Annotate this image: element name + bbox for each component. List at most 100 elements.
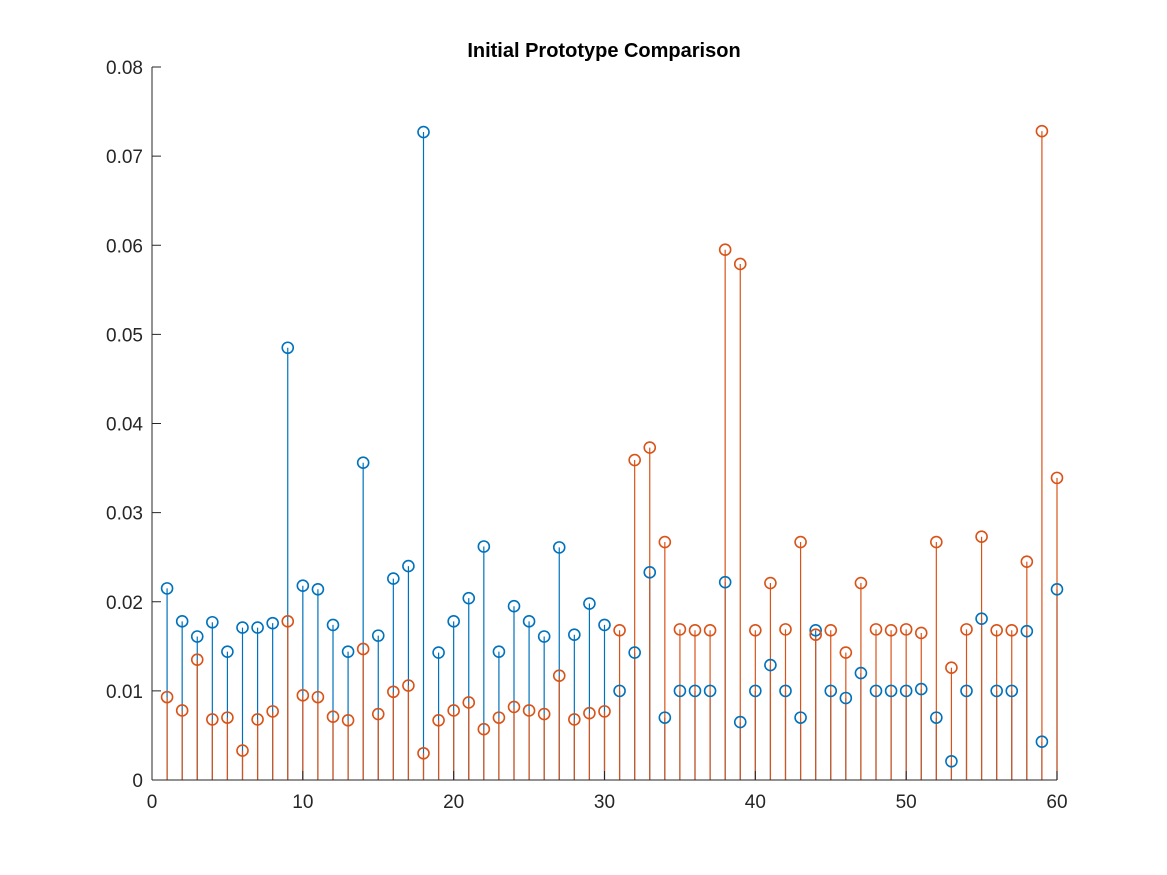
stem-marker-series-2 xyxy=(281,615,295,628)
stem-marker-series-1 xyxy=(251,621,264,634)
stem-markers xyxy=(160,124,1064,768)
stem-marker-series-1 xyxy=(1020,624,1034,638)
stem-marker-series-2 xyxy=(221,711,234,724)
stem-marker-series-2 xyxy=(371,707,385,721)
stem-marker-series-1 xyxy=(432,646,445,659)
stem-marker-series-2 xyxy=(552,669,566,683)
stem-marker-series-1 xyxy=(914,682,928,696)
stem-marker-series-1 xyxy=(884,684,898,698)
stem-marker-series-2 xyxy=(492,711,506,724)
stem-marker-series-2 xyxy=(764,576,777,590)
stem-marker-series-1 xyxy=(749,684,762,698)
stem-marker-series-1 xyxy=(477,540,491,553)
stem-marker-series-2 xyxy=(477,722,491,736)
stem-marker-series-2 xyxy=(749,623,762,637)
stem-marker-series-1 xyxy=(794,711,807,724)
stem-marker-series-2 xyxy=(1020,555,1034,568)
stem-marker-series-1 xyxy=(930,711,943,724)
y-tick-label: 0.01 xyxy=(106,682,143,703)
stem-marker-series-2 xyxy=(1035,124,1049,138)
y-tick-label: 0.07 xyxy=(106,147,143,168)
stem-marker-series-1 xyxy=(613,684,626,698)
stem-marker-series-1 xyxy=(387,572,400,585)
stem-marker-series-2 xyxy=(598,705,611,718)
stem-marker-series-2 xyxy=(854,576,868,590)
stem-marker-series-2 xyxy=(809,628,822,642)
stem-marker-series-2 xyxy=(884,623,898,637)
stem-marker-series-1 xyxy=(718,575,732,589)
stem-marker-series-2 xyxy=(311,690,325,704)
stem-marker-series-1 xyxy=(628,646,641,659)
stem-marker-series-2 xyxy=(537,707,551,721)
stem-marker-series-1 xyxy=(160,582,174,595)
stem-marker-series-1 xyxy=(221,645,234,658)
stem-marker-series-1 xyxy=(839,691,853,705)
stem-marker-series-1 xyxy=(824,684,838,698)
stem-marker-series-2 xyxy=(914,626,928,640)
x-tick-label: 10 xyxy=(292,792,313,813)
stem-marker-series-1 xyxy=(809,623,822,637)
y-tick-label: 0.02 xyxy=(106,593,143,614)
stem-marker-series-1 xyxy=(175,615,189,628)
stem-marker-series-1 xyxy=(326,618,340,632)
y-tick-label: 0.06 xyxy=(106,236,143,257)
stem-marker-series-2 xyxy=(341,713,355,727)
stem-marker-series-1 xyxy=(990,684,1003,698)
y-tick-label: 0.08 xyxy=(106,58,143,79)
stem-marker-series-2 xyxy=(613,623,626,637)
stem-marker-series-2 xyxy=(507,700,521,714)
stem-marker-series-1 xyxy=(537,630,551,643)
stem-marker-series-2 xyxy=(190,653,204,666)
y-tick-label: 0.04 xyxy=(106,415,143,436)
stem-marker-series-2 xyxy=(673,623,687,636)
stem-marker-series-2 xyxy=(417,746,430,760)
stem-marker-series-2 xyxy=(447,704,460,717)
stem-marker-series-2 xyxy=(869,623,883,636)
stem-marker-series-2 xyxy=(930,535,943,549)
stem-marker-series-1 xyxy=(522,615,536,628)
stem-marker-series-2 xyxy=(462,696,476,709)
stem-marker-series-1 xyxy=(960,684,973,698)
stem-marker-series-1 xyxy=(779,684,792,698)
stem-marker-series-1 xyxy=(899,684,913,698)
stem-marker-series-1 xyxy=(568,628,581,642)
x-tick-label: 40 xyxy=(745,792,766,813)
stem-marker-series-2 xyxy=(643,441,657,454)
stem-lines xyxy=(166,131,1058,780)
stem-marker-series-1 xyxy=(673,684,687,698)
stem-marker-series-1 xyxy=(688,684,702,698)
stem-marker-series-1 xyxy=(869,684,883,698)
stem-marker-series-2 xyxy=(356,642,370,656)
stem-marker-series-2 xyxy=(206,713,219,726)
stem-marker-series-1 xyxy=(371,629,385,642)
stem-marker-series-1 xyxy=(236,621,249,634)
stem-marker-series-2 xyxy=(1005,623,1019,637)
x-tick-label: 20 xyxy=(443,792,464,813)
x-tick-label: 50 xyxy=(896,792,917,813)
stem-marker-series-2 xyxy=(583,706,596,720)
stem-marker-series-2 xyxy=(522,704,536,717)
stem-marker-series-1 xyxy=(975,612,988,625)
stem-marker-series-1 xyxy=(1050,582,1064,596)
stem-marker-series-2 xyxy=(296,689,310,702)
x-tick-label: 60 xyxy=(1046,792,1067,813)
stem-marker-series-1 xyxy=(492,645,506,658)
stem-marker-series-1 xyxy=(854,666,868,680)
stem-marker-series-1 xyxy=(417,125,430,139)
stem-marker-series-2 xyxy=(899,623,913,636)
stem-marker-series-1 xyxy=(1035,735,1049,748)
stem-marker-series-2 xyxy=(251,713,264,726)
stem-marker-series-2 xyxy=(688,623,702,637)
stem-marker-series-2 xyxy=(175,704,189,717)
stem-marker-series-2 xyxy=(236,744,249,757)
stem-marker-series-2 xyxy=(733,257,747,271)
stem-marker-series-2 xyxy=(945,661,958,675)
y-tick-label: 0.03 xyxy=(106,504,143,525)
axes: 0 10 20 30 40 50 60 0 0.01 0.02 0.03 0.04 0.05 0.06 0.… xyxy=(106,58,1068,813)
stem-marker-series-2 xyxy=(628,453,641,467)
x-tick-label: 0 xyxy=(147,792,158,813)
stem-marker-series-1 xyxy=(507,599,521,613)
chart-title: Initial Prototype Comparison xyxy=(467,40,740,62)
stem-marker-series-2 xyxy=(779,623,792,636)
